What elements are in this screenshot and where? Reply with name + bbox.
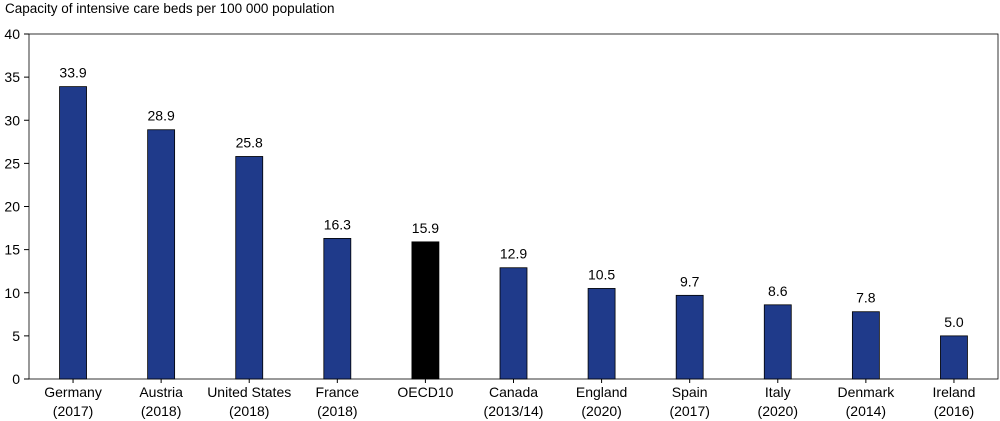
data-label: 10.5 — [588, 266, 615, 282]
x-tick-label: France — [316, 384, 360, 400]
bar — [499, 267, 528, 380]
bar — [411, 241, 440, 380]
data-label: 16.3 — [324, 216, 351, 232]
x-tick-label: Germany — [44, 384, 102, 400]
bar — [147, 129, 176, 380]
y-tick-label: 0 — [12, 371, 20, 387]
bar — [323, 238, 352, 380]
x-axis: Germany (2017) Austria (2018) United States (… — [44, 379, 975, 419]
x-tick-label: England — [576, 384, 627, 400]
data-label: 5.0 — [944, 314, 964, 330]
y-tick-label: 20 — [4, 199, 20, 215]
bar — [587, 288, 616, 380]
x-tick-label: United States — [207, 384, 291, 400]
x-tick-label: Spain — [672, 384, 708, 400]
data-label: 7.8 — [856, 290, 876, 306]
x-tick-label: Ireland — [933, 384, 976, 400]
x-tick-label: Austria — [139, 384, 183, 400]
x-tick-label: Italy — [765, 384, 791, 400]
x-tick-label-year: (2018) — [141, 403, 181, 419]
bar — [940, 335, 968, 380]
data-label: 9.7 — [680, 273, 700, 289]
data-label: 33.9 — [59, 65, 86, 81]
bar — [59, 86, 87, 380]
chart-title: Capacity of intensive care beds per 100 … — [5, 1, 335, 16]
x-tick-label-year: (2016) — [934, 403, 974, 419]
y-tick-label: 15 — [4, 242, 20, 258]
y-tick-label: 40 — [4, 26, 20, 42]
y-tick-label: 35 — [4, 69, 20, 85]
data-label: 12.9 — [500, 246, 527, 262]
x-tick-label-year: (2018) — [229, 403, 269, 419]
x-tick-label: Canada — [489, 384, 538, 400]
y-tick-label: 5 — [12, 328, 20, 344]
y-tick-label: 25 — [4, 155, 20, 171]
data-label: 8.6 — [768, 283, 788, 299]
x-tick-label-year: (2017) — [669, 403, 709, 419]
bar — [851, 311, 880, 380]
x-tick-label-year: (2013/14) — [484, 403, 544, 419]
x-tick-label: OECD10 — [397, 384, 453, 400]
y-tick-label: 10 — [4, 285, 20, 301]
bars: 33.9 28.9 25.8 16.3 15.9 12.9 10.5 9.7 8.6 7.8 5.0 — [59, 65, 968, 380]
data-label: 25.8 — [236, 134, 263, 150]
x-tick-label-year: (2014) — [846, 403, 886, 419]
bar — [763, 304, 792, 380]
x-tick-label-year: (2017) — [53, 403, 93, 419]
x-tick-label-year: (2018) — [317, 403, 357, 419]
bar — [235, 156, 264, 380]
data-label: 28.9 — [148, 108, 175, 124]
x-tick-label-year: (2020) — [758, 403, 798, 419]
data-label: 15.9 — [412, 220, 439, 236]
x-tick-label-year: (2020) — [581, 403, 621, 419]
bar — [675, 294, 704, 380]
y-tick-label: 30 — [4, 112, 20, 128]
x-tick-label: Denmark — [837, 384, 895, 400]
